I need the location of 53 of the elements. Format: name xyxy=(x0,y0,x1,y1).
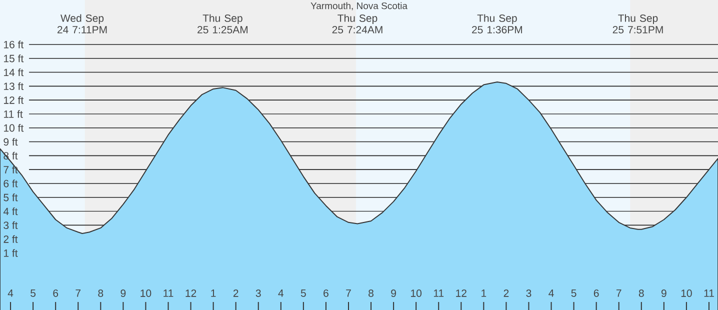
y-tick-label: 16 ft xyxy=(4,40,24,48)
x-tick-label: 12 xyxy=(456,289,466,297)
x-tick-label: 10 xyxy=(681,289,692,297)
x-tick-label: 4 xyxy=(548,289,554,297)
annotation: Thu Sep 25 1:36PM xyxy=(472,14,522,34)
x-tick-label: 5 xyxy=(571,289,576,297)
y-tick-label: 3 ft xyxy=(4,221,18,229)
annotation: Thu Sep 25 7:51PM xyxy=(612,14,663,34)
x-tick-label: 9 xyxy=(120,289,126,297)
y-tick-label: 11 ft xyxy=(4,110,23,118)
x-tick-label: 7 xyxy=(76,289,81,297)
x-tick-label: 6 xyxy=(324,289,328,297)
x-tick-label: 1 xyxy=(482,289,486,297)
y-tick-label: 14 ft xyxy=(4,68,24,76)
x-tick-label: 11 xyxy=(164,289,174,297)
x-tick-label: 3 xyxy=(526,289,532,297)
x-tick-label: 11 xyxy=(434,289,444,297)
x-tick-label: 4 xyxy=(278,289,284,297)
x-tick-label: 11 xyxy=(704,289,714,297)
annotation: Wed Sep 24 7:11PM xyxy=(57,14,107,34)
y-tick-label: 6 ft xyxy=(4,179,18,188)
x-tick-label: 1 xyxy=(211,289,216,297)
x-tick-label: 7 xyxy=(346,289,351,297)
x-tick-label: 4 xyxy=(8,289,14,297)
y-tick-label: 15 ft xyxy=(4,54,24,62)
x-tick-label: 2 xyxy=(233,289,238,297)
x-tick-label: 9 xyxy=(391,289,396,297)
x-tick-label: 7 xyxy=(616,289,622,297)
annotation: Thu Sep 25 7:24AM xyxy=(332,14,382,34)
y-tick-label: 5 ft xyxy=(4,193,18,202)
x-tick-label: 2 xyxy=(504,289,509,297)
y-tick-label: 4 ft xyxy=(3,207,18,215)
x-tick-label: 8 xyxy=(368,289,374,297)
x-tick-label: 6 xyxy=(594,289,599,297)
x-tick-label: 12 xyxy=(186,289,196,297)
y-tick-label: 7 ft xyxy=(4,166,18,174)
x-tick-label: 9 xyxy=(661,289,666,297)
x-tick-label: 8 xyxy=(98,289,104,297)
x-tick-label: 5 xyxy=(300,289,306,297)
annotation: Thu Sep 25 1:25AM xyxy=(198,14,248,34)
y-tick-label: 10 ft xyxy=(4,124,24,132)
y-tick-label: 12 ft xyxy=(4,96,24,104)
y-tick-label: 9 ft xyxy=(4,138,18,146)
chart-title: Yarmouth, Nova Scotia xyxy=(310,2,408,10)
y-tick-label: 2 ft xyxy=(4,235,18,243)
y-tick-label: 1 ft xyxy=(4,248,18,257)
x-tick-label: 10 xyxy=(411,289,422,297)
x-tick-label: 10 xyxy=(140,289,152,297)
x-tick-label: 8 xyxy=(638,289,644,297)
x-tick-label: 3 xyxy=(256,289,261,297)
x-tick-label: 6 xyxy=(53,289,58,297)
x-tick-label: 5 xyxy=(30,289,36,297)
y-tick-label: 13 ft xyxy=(4,82,24,90)
